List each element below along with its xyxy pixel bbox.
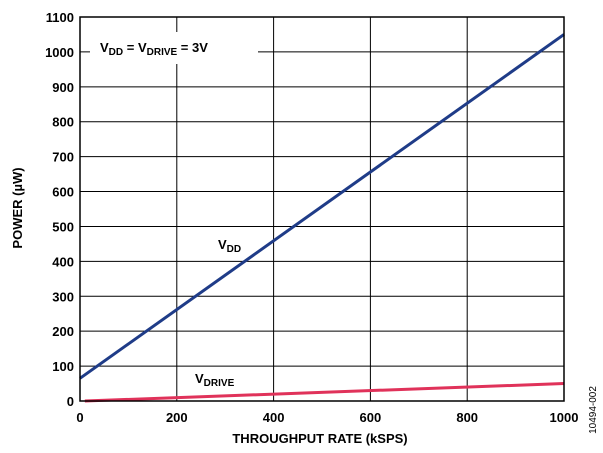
condition-v1: V bbox=[100, 40, 109, 55]
condition-sub-drive: DRIVE bbox=[147, 47, 178, 58]
x-tick-label: 200 bbox=[166, 410, 188, 425]
y-tick-label: 900 bbox=[52, 80, 74, 95]
x-tick-label: 0 bbox=[76, 410, 83, 425]
y-tick-label: 200 bbox=[52, 324, 74, 339]
series-label-vdd: VDD bbox=[218, 237, 241, 255]
grid-lines bbox=[79, 16, 565, 402]
series-label-vdrive-main: V bbox=[195, 371, 204, 386]
x-axis-tick-labels: 0 200 400 600 800 1000 bbox=[76, 410, 578, 425]
series-label-vdd-sub: DD bbox=[227, 244, 241, 255]
x-tick-label: 600 bbox=[360, 410, 382, 425]
y-tick-label: 1000 bbox=[45, 45, 74, 60]
y-tick-label: 600 bbox=[52, 185, 74, 200]
y-tick-label: 400 bbox=[52, 254, 74, 269]
y-axis-tick-labels: 0 100 200 300 400 500 600 700 800 900 1000 1100 bbox=[45, 10, 74, 409]
y-axis-title: POWER (µW) bbox=[10, 167, 25, 248]
y-tick-label: 1100 bbox=[46, 10, 74, 25]
series-lines bbox=[79, 33, 565, 403]
x-axis-title: THROUGHPUT RATE (kSPS) bbox=[232, 431, 407, 446]
condition-tail: = 3V bbox=[177, 40, 208, 55]
x-tick-label: 800 bbox=[456, 410, 478, 425]
condition-sub-dd: DD bbox=[109, 47, 123, 58]
condition-mid: = V bbox=[123, 40, 147, 55]
y-tick-label: 100 bbox=[52, 359, 74, 374]
figure-id-label: 10494-002 bbox=[588, 386, 599, 434]
series-label-vdd-main: V bbox=[218, 237, 227, 252]
series-line-vdrive bbox=[84, 382, 565, 403]
plot-area-frame bbox=[79, 16, 565, 402]
series-label-vdrive-sub: DRIVE bbox=[204, 378, 235, 389]
series-line-vdd bbox=[79, 33, 565, 380]
y-tick-label: 0 bbox=[67, 394, 74, 409]
y-tick-label: 500 bbox=[52, 219, 74, 234]
y-tick-label: 800 bbox=[52, 115, 74, 130]
x-tick-label: 400 bbox=[263, 410, 285, 425]
x-tick-label: 1000 bbox=[550, 410, 579, 425]
condition-annotation: VDD = VDRIVE = 3V bbox=[100, 40, 208, 58]
series-label-vdrive: VDRIVE bbox=[195, 371, 235, 389]
y-tick-label: 300 bbox=[52, 289, 74, 304]
condition-annotation-background bbox=[90, 32, 258, 64]
y-tick-label: 700 bbox=[52, 150, 74, 165]
